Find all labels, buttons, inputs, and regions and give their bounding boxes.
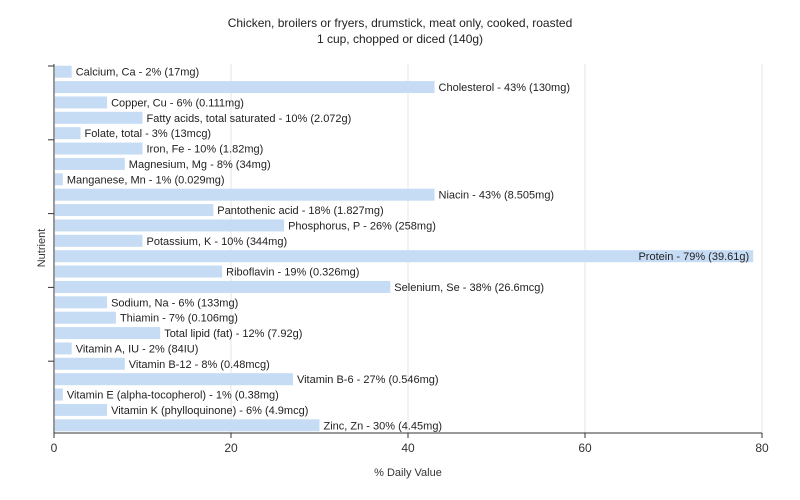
- bar: [55, 81, 435, 94]
- chart-title-line: Chicken, broilers or fryers, drumstick, …: [227, 16, 573, 30]
- bar: [55, 65, 72, 78]
- bar: [55, 188, 435, 201]
- bar-label: Pantothenic acid - 18% (1.827mg): [217, 205, 383, 217]
- bar-label: Vitamin A, IU - 2% (84IU): [76, 343, 199, 355]
- bar: [55, 127, 81, 140]
- bar-label: Niacin - 43% (8.505mg): [439, 190, 555, 202]
- x-tick-label: 80: [755, 441, 769, 455]
- bars: Calcium, Ca - 2% (17mg) Cholesterol - 43%…: [55, 65, 754, 432]
- bar: [55, 327, 161, 340]
- bar-label: Selenium, Se - 38% (26.6mcg): [394, 282, 544, 294]
- x-ticks: 0 20 40 60 80: [51, 433, 769, 455]
- bar-label: Magnesium, Mg - 8% (34mg): [129, 159, 271, 171]
- bar-label: Zinc, Zn - 30% (4.45mg): [324, 420, 443, 432]
- bar-label: Fatty acids, total saturated - 10% (2.07…: [147, 113, 352, 125]
- bar: [55, 265, 223, 278]
- chart-subtitle: 1 cup, chopped or diced (140g): [316, 32, 484, 46]
- bar-label: Total lipid (fat) - 12% (7.92g): [164, 328, 302, 340]
- bar-label: Vitamin E (alpha-tocopherol) - 1% (0.38m…: [67, 390, 279, 402]
- bar: [55, 296, 108, 309]
- bar: [55, 173, 63, 186]
- bar: [55, 157, 125, 170]
- bar-label: Vitamin B-6 - 27% (0.546mg): [297, 374, 439, 386]
- bar: [55, 388, 63, 401]
- bar: [55, 342, 72, 355]
- x-tick-label: 60: [578, 441, 592, 455]
- bar: [55, 96, 108, 109]
- y-axis-label: Nutrient: [36, 229, 48, 268]
- bar: [55, 204, 214, 217]
- x-tick-label: 0: [51, 441, 58, 455]
- bar-label: Folate, total - 3% (13mcg): [85, 128, 212, 140]
- x-tick-label: 20: [224, 441, 238, 455]
- bar-label: Protein - 79% (39.61g): [638, 251, 749, 263]
- bar-label: Iron, Fe - 10% (1.82mg): [147, 144, 264, 156]
- chart-title: Chicken, broilers or fryers, drumstick, …: [0, 15, 800, 47]
- bar: [55, 403, 108, 416]
- bar-label: Sodium, Na - 6% (133mg): [111, 297, 238, 309]
- bar: [55, 357, 125, 370]
- bar-label: Vitamin K (phylloquinone) - 6% (4.9mcg): [111, 405, 308, 417]
- bar: [55, 142, 143, 155]
- x-tick-label: 40: [401, 441, 415, 455]
- bar-label: Vitamin B-12 - 8% (0.48mcg): [129, 359, 270, 371]
- bar-label: Calcium, Ca - 2% (17mg): [76, 67, 199, 79]
- bar: [55, 250, 754, 263]
- bar: [55, 280, 391, 293]
- bar: [55, 419, 320, 432]
- bar: [55, 311, 116, 324]
- bar-label: Thiamin - 7% (0.106mg): [120, 313, 238, 325]
- bar: [55, 234, 143, 247]
- bar-label: Copper, Cu - 6% (0.111mg): [111, 97, 244, 109]
- x-axis-label: % Daily Value: [374, 467, 442, 479]
- bar-label: Cholesterol - 43% (130mg): [439, 82, 570, 94]
- bar: [55, 219, 285, 232]
- bar-label: Manganese, Mn - 1% (0.029mg): [67, 174, 225, 186]
- bar-label: Phosphorus, P - 26% (258mg): [288, 220, 436, 232]
- bar-label: Riboflavin - 19% (0.326mg): [226, 267, 359, 279]
- bar: [55, 111, 143, 124]
- bar-label: Potassium, K - 10% (344mg): [147, 236, 288, 248]
- bar: [55, 373, 293, 386]
